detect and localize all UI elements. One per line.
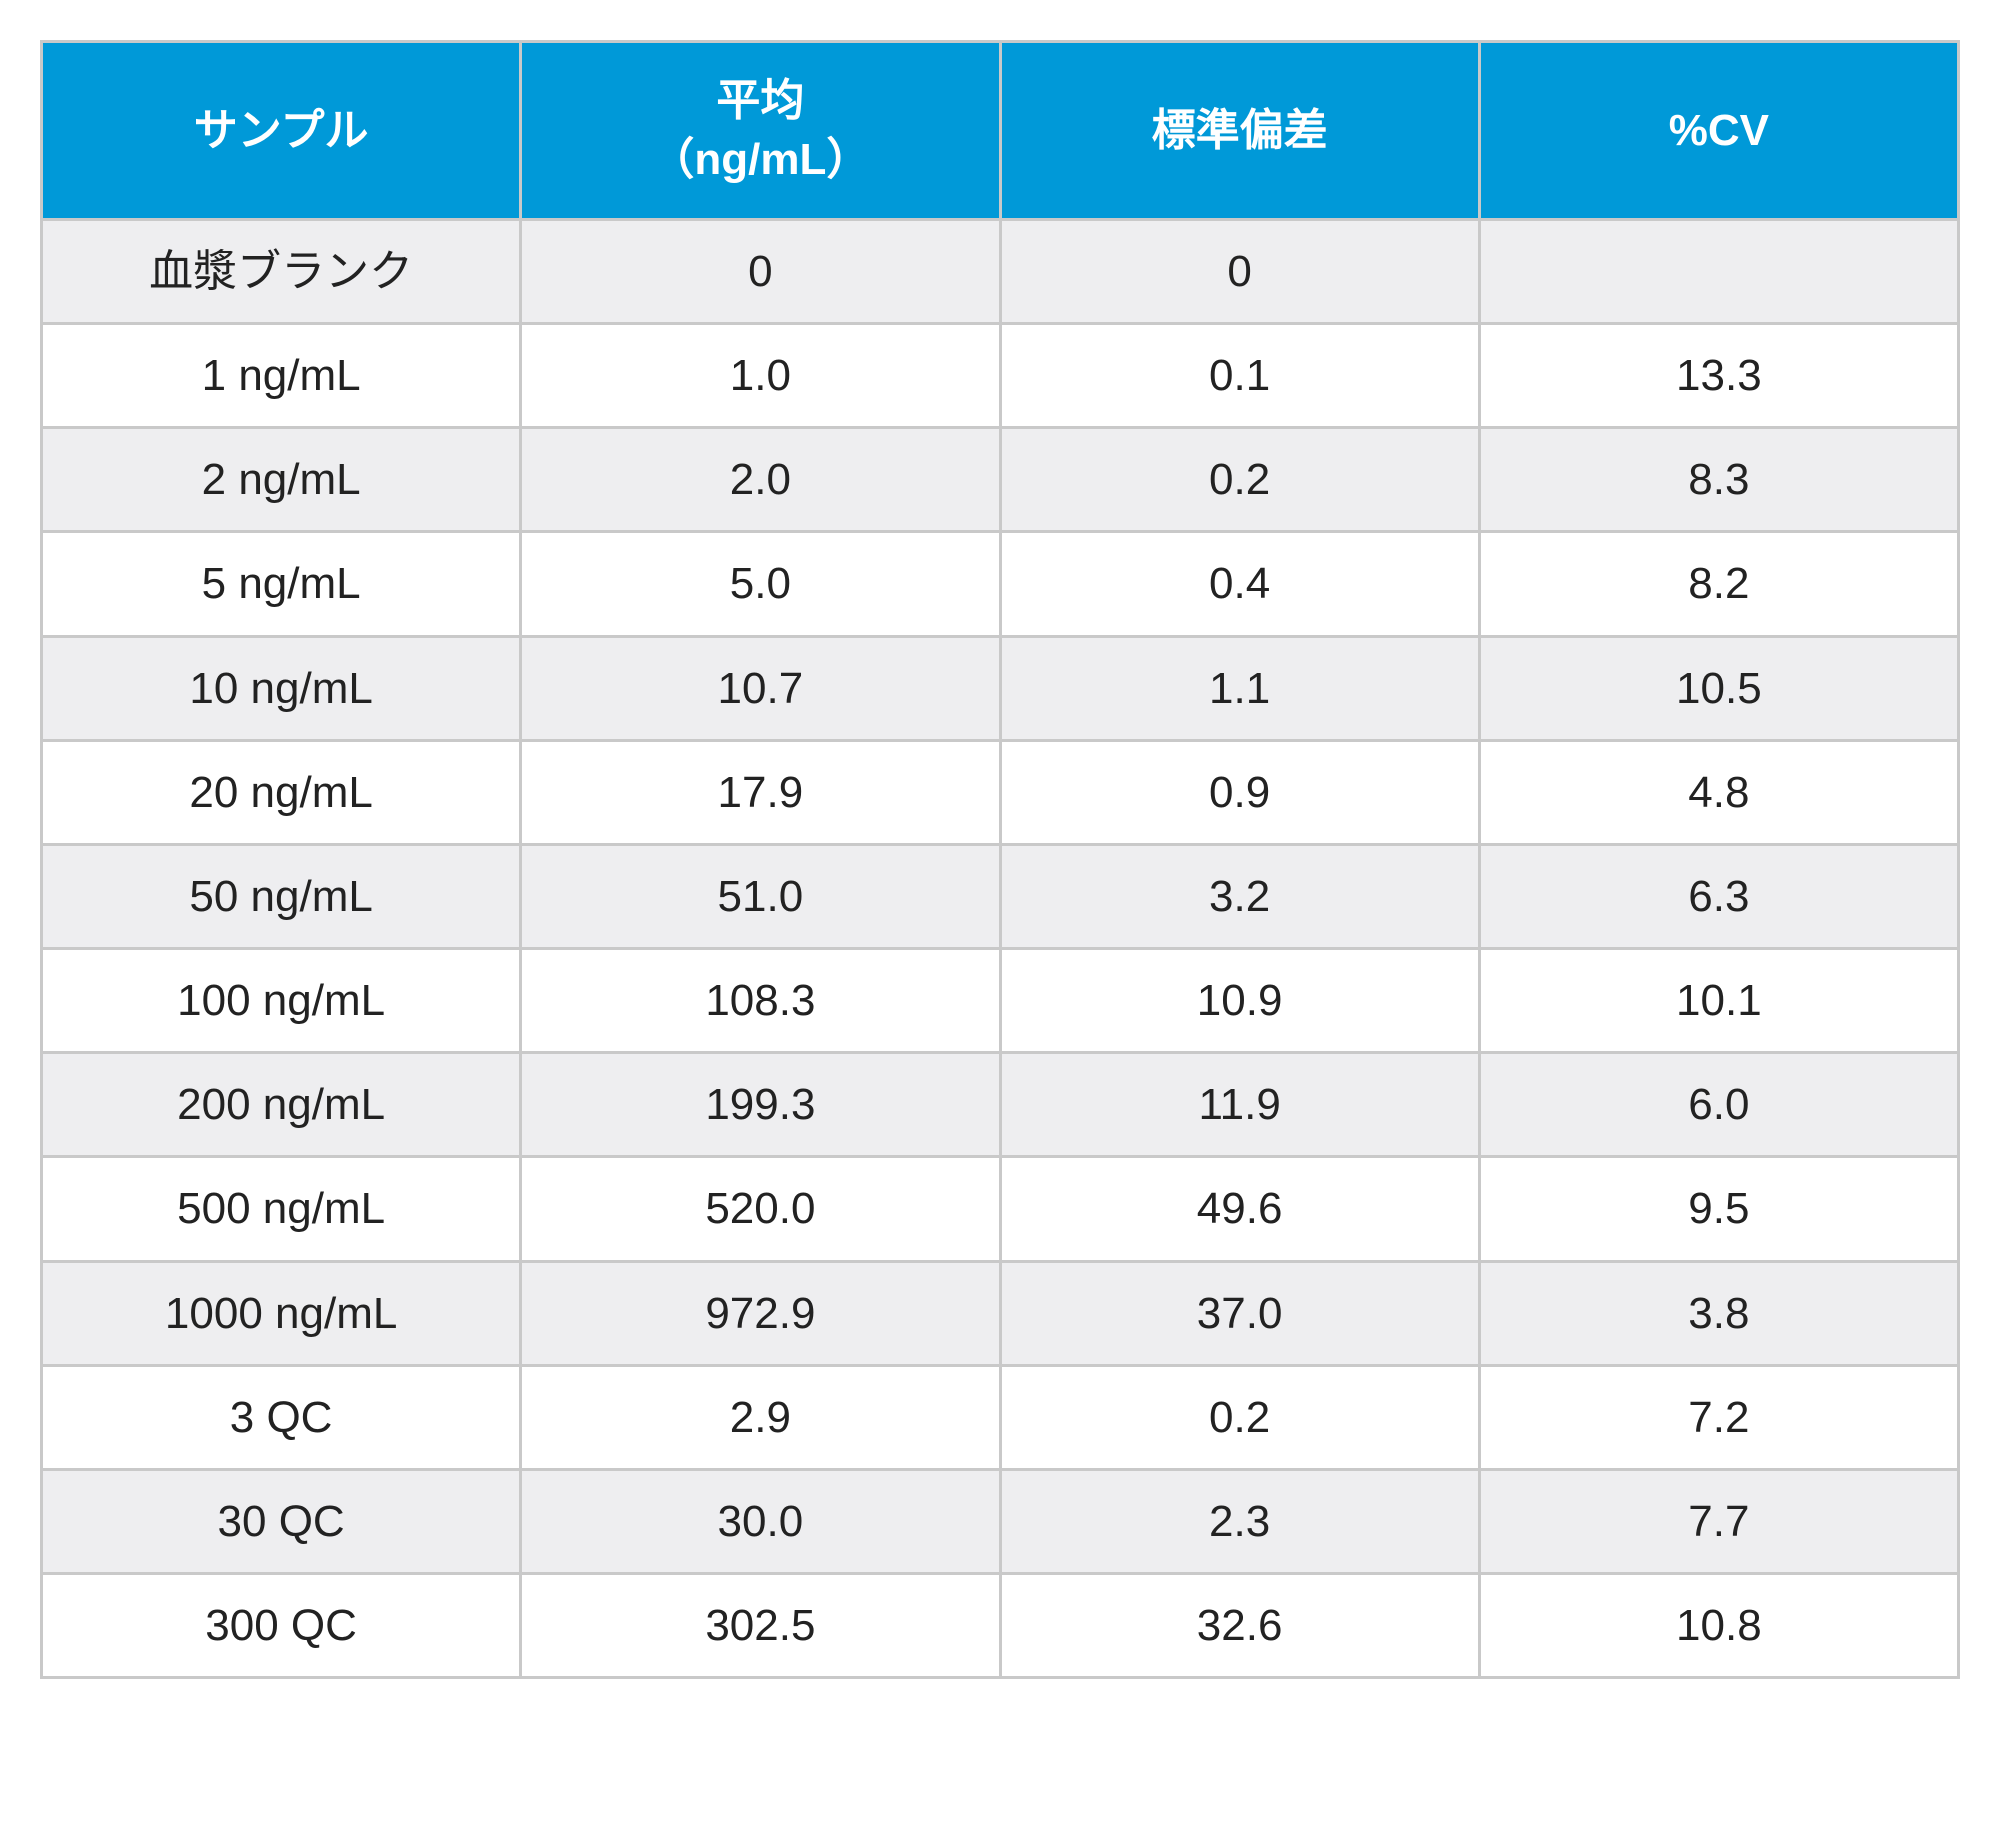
- cell-sample: 2 ng/mL: [42, 428, 521, 532]
- cell-sample: 500 ng/mL: [42, 1157, 521, 1261]
- cell-cv: 8.3: [1479, 428, 1958, 532]
- cell-sample: 30 QC: [42, 1470, 521, 1574]
- cell-sd: 0: [1000, 219, 1479, 323]
- table-row: 1000 ng/mL 972.9 37.0 3.8: [42, 1261, 1959, 1365]
- table-row: 1 ng/mL 1.0 0.1 13.3: [42, 323, 1959, 427]
- table-row: 500 ng/mL 520.0 49.6 9.5: [42, 1157, 1959, 1261]
- cell-sd: 0.1: [1000, 323, 1479, 427]
- cell-cv: 10.8: [1479, 1574, 1958, 1678]
- col-header-sample: サンプル: [42, 42, 521, 220]
- table-row: 50 ng/mL 51.0 3.2 6.3: [42, 844, 1959, 948]
- col-header-mean: 平均（ng/mL）: [521, 42, 1000, 220]
- cell-mean: 17.9: [521, 740, 1000, 844]
- cell-sd: 0.4: [1000, 532, 1479, 636]
- cell-sd: 0.2: [1000, 428, 1479, 532]
- cell-sample: 血漿ブランク: [42, 219, 521, 323]
- cell-sd: 0.2: [1000, 1365, 1479, 1469]
- table-row: 2 ng/mL 2.0 0.2 8.3: [42, 428, 1959, 532]
- cell-cv: 7.2: [1479, 1365, 1958, 1469]
- cell-mean: 520.0: [521, 1157, 1000, 1261]
- cell-mean: 51.0: [521, 844, 1000, 948]
- cell-sample: 1 ng/mL: [42, 323, 521, 427]
- table-row: 200 ng/mL 199.3 11.9 6.0: [42, 1053, 1959, 1157]
- table-row: 300 QC 302.5 32.6 10.8: [42, 1574, 1959, 1678]
- cell-sample: 50 ng/mL: [42, 844, 521, 948]
- cell-mean: 0: [521, 219, 1000, 323]
- cell-sd: 0.9: [1000, 740, 1479, 844]
- table-header-row: サンプル 平均（ng/mL） 標準偏差 %CV: [42, 42, 1959, 220]
- table-row: 30 QC 30.0 2.3 7.7: [42, 1470, 1959, 1574]
- cell-sample: 200 ng/mL: [42, 1053, 521, 1157]
- table-row: 血漿ブランク 0 0: [42, 219, 1959, 323]
- cell-cv: 10.5: [1479, 636, 1958, 740]
- cell-mean: 302.5: [521, 1574, 1000, 1678]
- cell-sd: 11.9: [1000, 1053, 1479, 1157]
- cell-sample: 1000 ng/mL: [42, 1261, 521, 1365]
- table-row: 20 ng/mL 17.9 0.9 4.8: [42, 740, 1959, 844]
- table-row: 5 ng/mL 5.0 0.4 8.2: [42, 532, 1959, 636]
- cell-sample: 5 ng/mL: [42, 532, 521, 636]
- cell-cv: 6.3: [1479, 844, 1958, 948]
- col-header-cv: %CV: [1479, 42, 1958, 220]
- cell-cv: 7.7: [1479, 1470, 1958, 1574]
- cell-mean: 199.3: [521, 1053, 1000, 1157]
- cell-mean: 2.9: [521, 1365, 1000, 1469]
- table-row: 100 ng/mL 108.3 10.9 10.1: [42, 949, 1959, 1053]
- cell-sd: 32.6: [1000, 1574, 1479, 1678]
- cell-cv: 4.8: [1479, 740, 1958, 844]
- cell-sd: 37.0: [1000, 1261, 1479, 1365]
- col-header-sd: 標準偏差: [1000, 42, 1479, 220]
- table-row: 10 ng/mL 10.7 1.1 10.5: [42, 636, 1959, 740]
- cell-sample: 300 QC: [42, 1574, 521, 1678]
- cell-cv: 10.1: [1479, 949, 1958, 1053]
- table-body: 血漿ブランク 0 0 1 ng/mL 1.0 0.1 13.3 2 ng/mL …: [42, 219, 1959, 1678]
- cell-sample: 10 ng/mL: [42, 636, 521, 740]
- cell-mean: 2.0: [521, 428, 1000, 532]
- cell-mean: 108.3: [521, 949, 1000, 1053]
- data-table-container: サンプル 平均（ng/mL） 標準偏差 %CV 血漿ブランク 0 0 1 ng/…: [40, 40, 1960, 1679]
- cell-cv: 6.0: [1479, 1053, 1958, 1157]
- cell-sample: 100 ng/mL: [42, 949, 521, 1053]
- cell-mean: 5.0: [521, 532, 1000, 636]
- table-row: 3 QC 2.9 0.2 7.2: [42, 1365, 1959, 1469]
- cell-sample: 20 ng/mL: [42, 740, 521, 844]
- cell-cv: 13.3: [1479, 323, 1958, 427]
- cell-sd: 1.1: [1000, 636, 1479, 740]
- cell-sd: 3.2: [1000, 844, 1479, 948]
- data-table: サンプル 平均（ng/mL） 標準偏差 %CV 血漿ブランク 0 0 1 ng/…: [40, 40, 1960, 1679]
- cell-cv: 3.8: [1479, 1261, 1958, 1365]
- cell-sd: 49.6: [1000, 1157, 1479, 1261]
- cell-mean: 10.7: [521, 636, 1000, 740]
- cell-mean: 1.0: [521, 323, 1000, 427]
- cell-mean: 30.0: [521, 1470, 1000, 1574]
- cell-sd: 2.3: [1000, 1470, 1479, 1574]
- cell-sd: 10.9: [1000, 949, 1479, 1053]
- cell-cv: 8.2: [1479, 532, 1958, 636]
- cell-cv: [1479, 219, 1958, 323]
- cell-sample: 3 QC: [42, 1365, 521, 1469]
- cell-mean: 972.9: [521, 1261, 1000, 1365]
- cell-cv: 9.5: [1479, 1157, 1958, 1261]
